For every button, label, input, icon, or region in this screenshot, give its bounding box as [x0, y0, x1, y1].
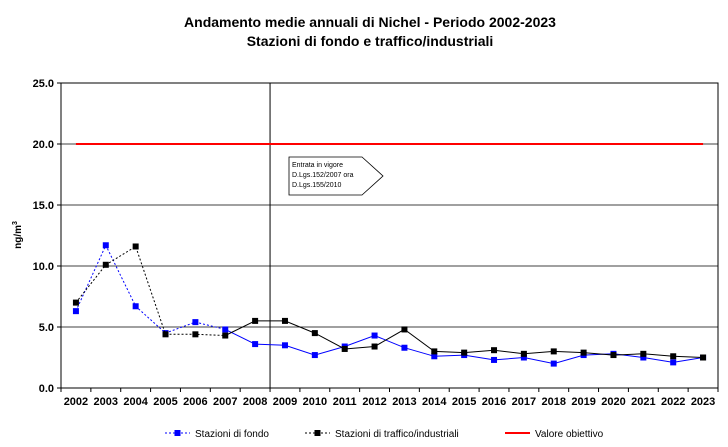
x-tick-label: 2023 — [691, 396, 715, 408]
legend-marker — [314, 430, 321, 436]
data-point — [281, 342, 288, 349]
data-point — [640, 354, 647, 361]
data-point — [252, 317, 259, 324]
data-point — [192, 319, 199, 326]
annotation-line-2: D.Lgs.152/2007 ora — [292, 172, 354, 179]
series-line-dashed — [75, 244, 226, 334]
data-point — [102, 261, 109, 268]
x-tick-label: 2002 — [64, 396, 88, 408]
series-line-dashed — [75, 245, 226, 336]
x-tick-label: 2010 — [303, 396, 327, 408]
data-point — [520, 354, 527, 361]
plot-area: 0.0 5.0 10.0 15.0 20.0 25.0 2002 2003 2004 2005 20… — [33, 78, 719, 408]
x-tick-label: 2013 — [392, 396, 416, 408]
y-tick-label: 0.0 — [39, 383, 54, 395]
data-point — [401, 326, 408, 333]
data-point — [371, 343, 378, 350]
data-point — [192, 331, 199, 338]
x-tick-label: 2021 — [631, 396, 655, 408]
data-point — [311, 352, 318, 359]
x-tick-label: 2016 — [482, 396, 506, 408]
data-point — [700, 354, 707, 361]
data-point — [252, 341, 259, 348]
x-tick-label: 2018 — [542, 396, 566, 408]
plot-frame — [60, 82, 719, 389]
data-point — [520, 350, 527, 357]
data-point — [72, 308, 79, 315]
x-tick-label: 2012 — [362, 396, 386, 408]
x-tick-label: 2006 — [183, 396, 207, 408]
y-axis-label: ng/m3 — [12, 221, 24, 249]
data-point — [670, 353, 677, 360]
data-point — [610, 352, 617, 359]
data-point — [102, 242, 109, 249]
legend-label: Stazioni di traffico/industriali — [335, 429, 459, 440]
data-point — [640, 350, 647, 357]
x-tick-label: 2005 — [153, 396, 177, 408]
annotation-arrow-box — [288, 156, 384, 196]
x-tick-label: 2020 — [601, 396, 625, 408]
legend: Stazioni di fondo Stazioni di traffico/in… — [165, 429, 604, 440]
data-point — [580, 349, 587, 356]
data-point — [281, 317, 288, 324]
x-tick-label: 2022 — [661, 396, 685, 408]
x-tick-label: 2011 — [333, 396, 357, 408]
data-point — [550, 360, 557, 367]
x-tick-label: 2007 — [213, 396, 237, 408]
data-point — [491, 347, 498, 354]
y-tick-label: 10.0 — [33, 261, 54, 273]
y-tick-label: 20.0 — [33, 139, 54, 151]
legend-label: Stazioni di fondo — [195, 429, 269, 440]
x-tick-label: 2014 — [422, 396, 447, 408]
chart-subtitle: Stazioni di fondo e traffico/industriali — [247, 33, 494, 49]
data-point — [222, 326, 229, 333]
data-point — [431, 348, 438, 355]
data-point — [162, 331, 169, 338]
data-point — [401, 344, 408, 351]
x-tick-label: 2004 — [123, 396, 148, 408]
annotation-callout: Entrata in vigore D.Lgs.152/2007 ora D.L… — [288, 156, 384, 196]
legend-label: Valore obiettivo — [535, 429, 604, 440]
data-point — [461, 349, 468, 356]
x-tick-label: 2015 — [452, 396, 476, 408]
y-tick-label: 15.0 — [33, 200, 54, 212]
data-point — [341, 345, 348, 352]
legend-marker — [174, 430, 181, 436]
data-point — [222, 332, 229, 339]
annotation-line-3: D.Lgs.155/2010 — [292, 182, 342, 189]
data-point — [670, 359, 677, 366]
chart-title: Andamento medie annuali di Nichel - Peri… — [184, 14, 556, 30]
x-tick-label: 2017 — [512, 396, 536, 408]
x-tick-label: 2009 — [273, 396, 297, 408]
data-point — [491, 356, 498, 363]
annotation-line-1: Entrata in vigore — [292, 162, 343, 169]
y-tick-label: 5.0 — [39, 322, 54, 334]
data-point — [72, 299, 79, 306]
x-tick-label: 2008 — [243, 396, 267, 408]
data-point — [132, 243, 139, 250]
x-tick-label: 2003 — [94, 396, 118, 408]
data-point — [550, 348, 557, 355]
data-point — [132, 303, 139, 310]
y-tick-label: 25.0 — [33, 78, 54, 90]
data-point — [431, 353, 438, 360]
x-tick-label: 2019 — [571, 396, 595, 408]
data-point — [371, 332, 378, 339]
data-point — [311, 330, 318, 337]
